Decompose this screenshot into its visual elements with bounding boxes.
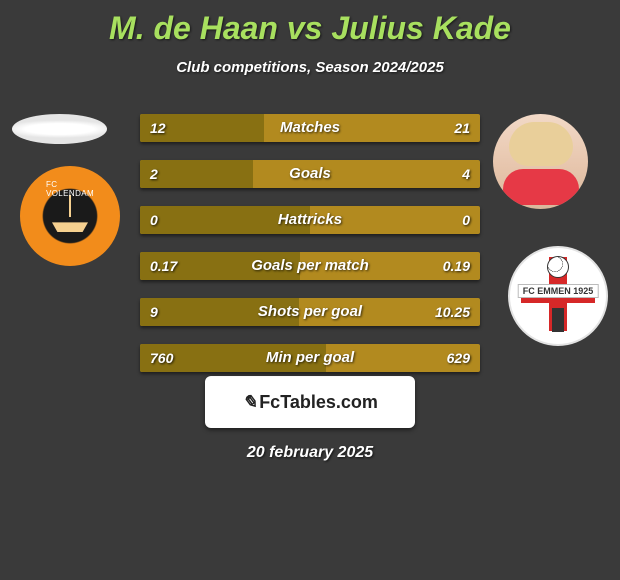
branding-icon: ✎ bbox=[242, 392, 257, 412]
page-title: M. de Haan vs Julius Kade bbox=[0, 0, 620, 47]
stat-value-right: 4 bbox=[452, 160, 480, 188]
stat-bar: 12Matches21 bbox=[140, 114, 480, 142]
stat-label: Goals bbox=[140, 160, 480, 188]
stat-bar: 2Goals4 bbox=[140, 160, 480, 188]
date-text: 20 february 2025 bbox=[0, 444, 620, 462]
page-subtitle: Club competitions, Season 2024/2025 bbox=[0, 59, 620, 76]
comparison-bars: 12Matches21 2Goals4 0Hattricks0 0.17Goals p… bbox=[140, 114, 480, 390]
stat-label: Hattricks bbox=[140, 206, 480, 234]
stat-value-right: 21 bbox=[444, 114, 480, 142]
club-badge-left bbox=[20, 166, 120, 266]
club-badge-right: FC EMMEN 1925 bbox=[508, 246, 608, 346]
player-avatar-right bbox=[493, 114, 588, 209]
stat-label: Matches bbox=[140, 114, 480, 142]
player-avatar-left bbox=[12, 114, 107, 144]
branding-text: FcTables.com bbox=[259, 392, 378, 412]
stat-bar: 9Shots per goal10.25 bbox=[140, 298, 480, 326]
stat-value-right: 0 bbox=[452, 206, 480, 234]
stat-value-right: 10.25 bbox=[425, 298, 480, 326]
stat-bar: 0.17Goals per match0.19 bbox=[140, 252, 480, 280]
stat-bar: 760Min per goal629 bbox=[140, 344, 480, 372]
stat-label: Goals per match bbox=[140, 252, 480, 280]
stat-label: Min per goal bbox=[140, 344, 480, 372]
stat-value-right: 0.19 bbox=[433, 252, 480, 280]
stat-bar: 0Hattricks0 bbox=[140, 206, 480, 234]
stat-value-right: 629 bbox=[437, 344, 480, 372]
